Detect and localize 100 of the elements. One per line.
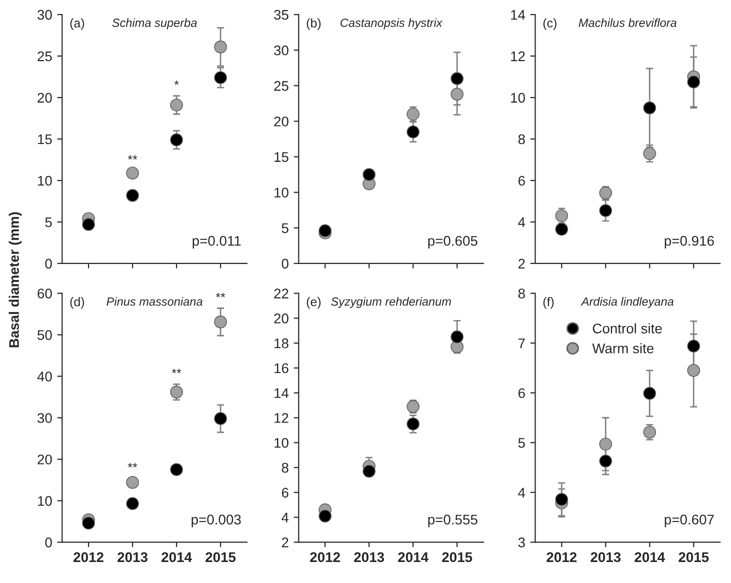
y-tick-label: 0	[282, 258, 288, 269]
y-tick-label: 6	[518, 176, 525, 186]
chart-title: (b)	[306, 18, 321, 30]
y-tick-label: 10	[274, 438, 288, 448]
point	[126, 188, 139, 202]
x-tick-label: 2013	[118, 552, 148, 562]
point	[214, 71, 227, 84]
point	[643, 101, 656, 114]
point	[214, 40, 227, 54]
chart-subtitle: Pinus massoniana	[106, 297, 202, 306]
y-tick-label: 3	[518, 538, 525, 548]
annotation: p=0.555	[428, 514, 478, 528]
point	[643, 386, 656, 400]
chart-title: (f)	[543, 297, 554, 309]
y-tick-label: 60	[38, 288, 52, 298]
y-tick-label: 50	[38, 330, 52, 340]
y-tick-label: 5	[282, 223, 288, 234]
y-tick-label: 22	[274, 288, 288, 298]
x-tick-label: 2014	[634, 552, 666, 562]
point	[687, 76, 700, 88]
chart-subtitle: Ardisia lindleyana	[580, 297, 674, 308]
y-tick-label: 25	[38, 51, 52, 62]
x-tick-label: 2012	[74, 552, 104, 562]
point	[687, 364, 700, 377]
y-tick-label: 30	[37, 10, 52, 20]
point	[450, 330, 464, 344]
y-tick-label: 20	[274, 314, 288, 324]
chart-title: (e)	[306, 297, 321, 309]
point	[450, 72, 464, 86]
x-tick-label: 2015	[206, 552, 236, 562]
y-tick-label: 30	[274, 45, 288, 56]
point	[555, 209, 568, 222]
x-tick-label: 2013	[354, 552, 384, 562]
point	[170, 386, 183, 398]
y-tick-label: 6	[282, 488, 288, 498]
point	[406, 400, 420, 413]
y-tick-label: 4	[518, 488, 526, 498]
point	[555, 492, 568, 506]
y-tick-label: 20	[274, 116, 288, 126]
y-tick-label: 2	[518, 258, 525, 268]
y-tick-label: 8	[518, 288, 525, 298]
chart-subtitle: Schima superba	[112, 18, 197, 30]
chart-subtitle: Syzygium rehderianum	[331, 297, 451, 308]
data-label: **	[128, 462, 138, 468]
y-tick-label: 18	[274, 338, 288, 348]
y-tick-label: 8	[282, 462, 288, 473]
point	[362, 464, 376, 478]
chart-subtitle: Castanopsis hystrix	[340, 18, 443, 30]
y-tick-label: 25	[274, 81, 288, 91]
annotation: p=0.011	[192, 236, 241, 249]
point	[170, 463, 183, 476]
point	[555, 222, 568, 236]
y-tick-label: 8	[518, 134, 525, 144]
x-tick-label: 2015	[442, 552, 472, 562]
y-tick-label: 14	[511, 10, 526, 20]
point	[170, 133, 183, 146]
annotation: p=0.607	[664, 514, 714, 528]
y-tick-label: 4	[518, 217, 526, 228]
point	[599, 454, 612, 468]
chart-title: (d)	[70, 297, 84, 309]
y-tick-label: 2	[282, 538, 288, 548]
y-tick-label: 0	[45, 258, 52, 269]
y-tick-label: 15	[38, 134, 52, 144]
point	[599, 204, 612, 217]
x-tick-label: 2013	[590, 552, 621, 562]
y-tick-label: 0	[45, 538, 52, 548]
point	[687, 340, 700, 353]
y-tick-label: 10	[38, 496, 52, 506]
point	[126, 497, 139, 510]
y-tick-label: 5	[518, 438, 525, 448]
annotation: p=0.916	[664, 236, 714, 249]
y-tick-label: 10	[511, 92, 525, 103]
point	[214, 316, 227, 328]
y-tick-label: 10	[38, 176, 52, 186]
point	[362, 168, 376, 181]
y-tick-label: 12	[511, 51, 525, 62]
point	[406, 125, 420, 138]
data-label: **	[128, 155, 138, 160]
x-tick-label: 2014	[162, 552, 192, 562]
point	[126, 166, 139, 180]
x-tick-label: 2015	[678, 552, 709, 562]
x-tick-label: 2012	[546, 552, 577, 562]
y-tick-label: 5	[45, 217, 52, 228]
point	[450, 88, 464, 101]
y-tick-label: 16	[274, 363, 288, 374]
y-tick-label: 4	[282, 512, 289, 522]
y-axis-title: Basal diameter (mm)	[8, 212, 22, 348]
y-tick-label: 20	[38, 92, 52, 103]
annotation: p=0.605	[428, 236, 478, 249]
y-tick-label: 7	[518, 338, 525, 348]
chart-title: (a)	[70, 18, 84, 30]
legend-label: Warm site	[592, 343, 654, 354]
data-label: *	[174, 80, 179, 85]
y-tick-label: 10	[274, 188, 288, 198]
legend-label: Control site	[592, 323, 662, 334]
point	[82, 516, 95, 530]
y-tick-label: 14	[274, 388, 289, 398]
x-tick-label: 2014	[398, 552, 428, 562]
chart-title: (c)	[543, 18, 556, 30]
point	[170, 98, 183, 112]
